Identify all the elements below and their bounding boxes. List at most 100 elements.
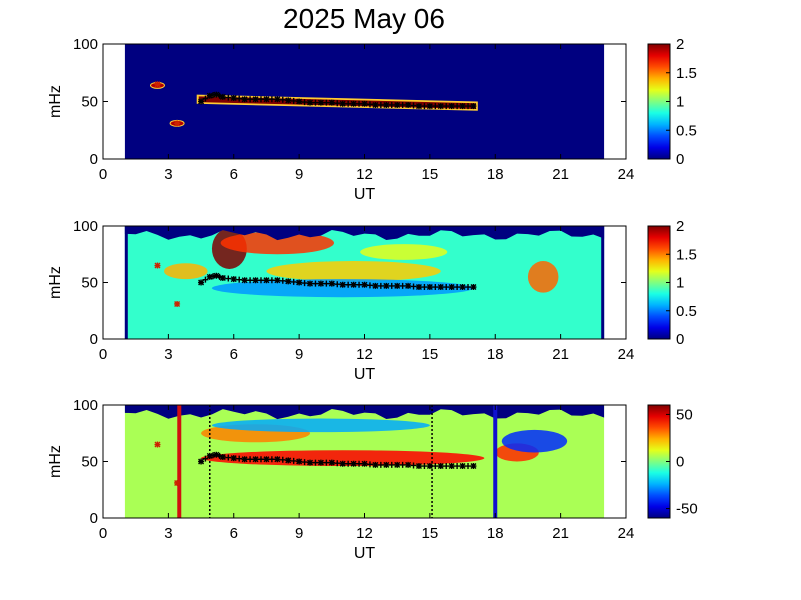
ridge-marker xyxy=(405,282,412,289)
ridge-marker xyxy=(301,280,308,287)
ridge-marker xyxy=(465,463,472,470)
colorbar: 0 0.5 1 1.5 2 xyxy=(647,36,697,168)
ridge-marker xyxy=(361,100,368,107)
ridge-marker xyxy=(241,456,248,463)
ridge-marker xyxy=(230,276,237,283)
ridge-marker xyxy=(366,461,373,468)
x-tick-label: 9 xyxy=(295,166,303,183)
x-tick-label: 6 xyxy=(230,525,238,542)
ridge-marker xyxy=(361,281,368,288)
ridge-marker xyxy=(448,463,455,470)
ridge-marker xyxy=(247,96,254,103)
x-tick-label: 0 xyxy=(99,166,107,183)
ridge-marker xyxy=(377,101,384,108)
y-tick-label: 50 xyxy=(81,275,98,292)
colorbar: -50 0 50 xyxy=(647,404,698,519)
x-tick-label: 15 xyxy=(422,525,439,542)
ridge-marker xyxy=(339,460,346,467)
ridge-marker xyxy=(225,454,232,461)
ridge-marker xyxy=(279,96,286,103)
ridge-markers xyxy=(154,81,477,127)
x-tick-label: 3 xyxy=(164,346,172,363)
ridge-marker xyxy=(399,461,406,468)
ridge-marker xyxy=(219,274,226,281)
ridge-marker xyxy=(285,97,292,104)
ridge-marker xyxy=(202,276,209,283)
ridge-marker xyxy=(437,103,444,110)
colorbar-tick-label: 0 xyxy=(676,331,684,348)
ridge-marker xyxy=(263,277,270,284)
ridge-marker xyxy=(154,262,161,269)
x-tick-label: 9 xyxy=(295,525,303,542)
ridge-marker xyxy=(290,97,297,104)
ridge-marker xyxy=(334,460,341,467)
ridge-marker xyxy=(241,96,248,103)
ridge-marker xyxy=(454,103,461,110)
ridge-marker xyxy=(366,282,373,289)
ridge-marker xyxy=(312,459,319,466)
ridge-marker xyxy=(198,279,205,286)
ridge-marker xyxy=(268,456,275,463)
panel-2: 0 3 6 9 12 15 18 21 24 0 50 100 UT mHz 0 0.5 1 1.5 2 xyxy=(47,218,697,383)
ridge-marker xyxy=(202,455,209,462)
ridge-marker xyxy=(448,284,455,291)
x-tick-label: 21 xyxy=(552,525,569,542)
y-tick-label: 100 xyxy=(73,218,98,235)
ridge-marker xyxy=(252,277,259,284)
ridge-marker xyxy=(410,102,417,109)
heatmap-top-cutoff xyxy=(124,405,605,420)
ridge-marker xyxy=(225,275,232,282)
ridge-marker xyxy=(206,92,213,99)
ridge-marker xyxy=(339,281,346,288)
ridge-marker xyxy=(394,282,401,289)
ridge-marker xyxy=(312,280,319,287)
ridge-marker xyxy=(154,441,161,448)
x-axis-label: UT xyxy=(354,186,376,203)
x-tick-label: 6 xyxy=(230,166,238,183)
ridge-marker xyxy=(312,99,319,106)
y-tick-label: 0 xyxy=(90,510,98,527)
ridge-marker xyxy=(241,277,248,284)
ridge-marker xyxy=(307,99,314,106)
ridge-marker xyxy=(236,455,243,462)
ridge-marker xyxy=(421,103,428,110)
ridge-marker xyxy=(257,277,264,284)
ridge-marker xyxy=(399,282,406,289)
heatmap-blob-4 xyxy=(211,418,430,433)
ridge-marker xyxy=(465,284,472,291)
ridge-marker xyxy=(230,95,237,102)
ridge-marker xyxy=(257,456,264,463)
ridge-markers xyxy=(154,262,477,307)
ridge-marker xyxy=(443,463,450,470)
colorbar-tick-label: 2 xyxy=(676,36,684,53)
x-tick-label: 24 xyxy=(618,346,635,363)
ridge-marker xyxy=(388,282,395,289)
x-tick-label: 9 xyxy=(295,346,303,363)
ridge-marker xyxy=(213,91,220,98)
ridge-marker xyxy=(377,282,384,289)
ridge-marker xyxy=(432,463,439,470)
x-tick-label: 15 xyxy=(422,346,439,363)
ridge-marker xyxy=(426,103,433,110)
colorbar-tick-label: 0 xyxy=(676,454,684,471)
ridge-marker xyxy=(274,456,281,463)
ridge-marker xyxy=(328,459,335,466)
ridge-marker xyxy=(339,100,346,107)
ridge-marker xyxy=(213,451,220,458)
x-tick-label: 21 xyxy=(552,166,569,183)
ridge-marker xyxy=(219,93,226,100)
x-tick-label: 18 xyxy=(487,166,504,183)
ridge-marker xyxy=(415,463,422,470)
colorbar-tick-label: 0 xyxy=(676,151,684,168)
ridge-marker xyxy=(202,95,209,102)
data-edge-left xyxy=(124,226,128,339)
ridge-marker xyxy=(334,100,341,107)
x-tick-label: 15 xyxy=(422,166,439,183)
ridge-marker xyxy=(219,453,226,460)
ridge-marker xyxy=(307,280,314,287)
colorbar-tick-label: 1.5 xyxy=(676,246,697,263)
ridge-marker xyxy=(356,460,363,467)
ridge-marker xyxy=(263,96,270,103)
ridge-marker xyxy=(432,284,439,291)
